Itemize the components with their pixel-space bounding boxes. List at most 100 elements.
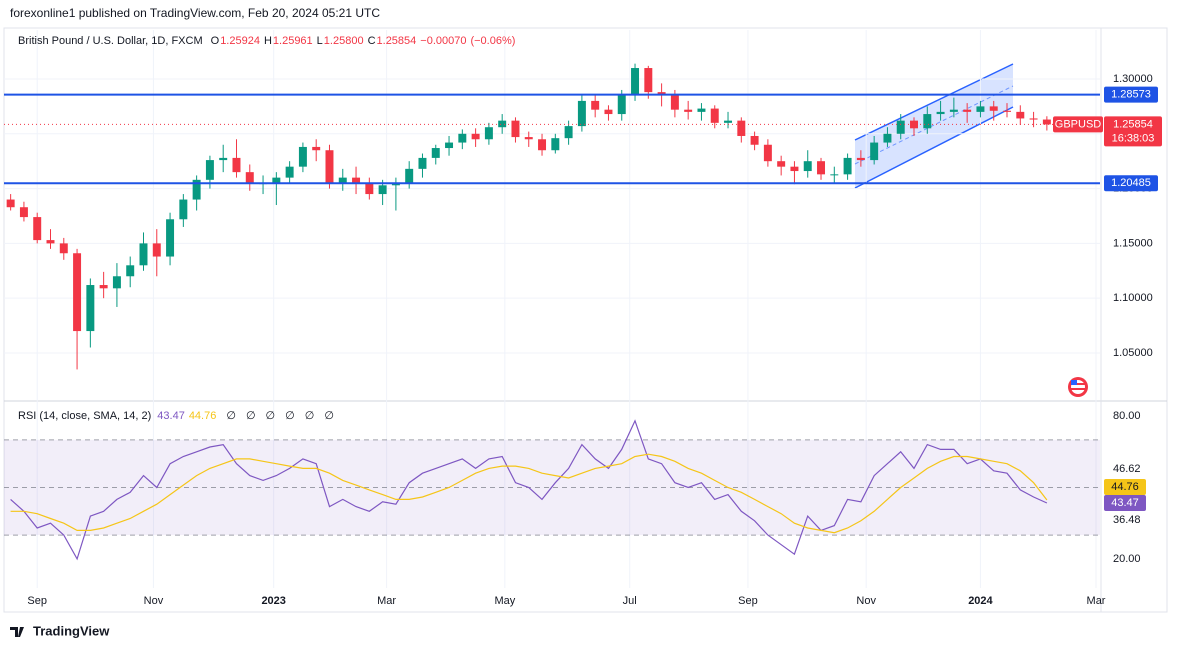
candle-body — [564, 126, 573, 139]
candle-body — [551, 138, 560, 151]
candle-body — [524, 137, 533, 140]
candle-body — [431, 148, 440, 158]
ohlc-label: H — [263, 35, 272, 47]
rsi-sma-value: 44.76 — [188, 410, 217, 422]
rsi-side-label: 36.48 — [1113, 514, 1141, 526]
candle-body — [325, 150, 334, 184]
rsi-line — [10, 419, 1048, 561]
candle-body — [697, 108, 706, 112]
rsi-line — [10, 453, 1048, 534]
x-tick-label: Nov — [144, 595, 164, 607]
ohlc-value: 1.25854 — [376, 35, 417, 47]
x-tick-label: May — [494, 595, 515, 607]
na-value: ∅ — [324, 410, 334, 422]
rsi-tag — [1104, 479, 1146, 496]
candle-body — [1016, 111, 1025, 119]
candle-body — [710, 108, 719, 123]
symbol-tag-label: GBPUSD — [1055, 118, 1102, 130]
y-tick-label: 1.05000 — [1113, 347, 1153, 359]
ohlc-label: L — [316, 35, 323, 47]
rsi-tick-label: 80.00 — [1113, 410, 1141, 422]
flag-canton — [1071, 380, 1077, 385]
na-value: ∅ — [285, 410, 295, 422]
symbol-title: British Pound / U.S. Dollar, 1D, FXCM — [18, 35, 203, 47]
candle-body — [139, 243, 148, 266]
candle-body — [378, 185, 387, 195]
candle-body — [219, 157, 228, 161]
channel — [854, 63, 1014, 189]
candle-body — [976, 106, 985, 112]
candle-body — [577, 100, 586, 127]
last-price-label: 1.25854 — [1113, 118, 1153, 130]
candle-body — [33, 217, 42, 241]
change: −0.00070 — [420, 35, 467, 47]
channel-lower — [854, 106, 1014, 189]
ohlc-value: 1.25961 — [272, 35, 313, 47]
candle-body — [86, 285, 95, 332]
candle-body — [352, 177, 361, 184]
candle-body — [790, 166, 799, 172]
candle-body — [166, 219, 175, 257]
candle-body — [46, 240, 55, 244]
candle-body — [830, 174, 839, 176]
candle-body — [272, 177, 281, 184]
candle-body — [338, 177, 347, 184]
candle-body — [471, 133, 480, 140]
price-tag — [1104, 175, 1158, 192]
candle-body — [856, 157, 865, 161]
na-value: ∅ — [265, 410, 276, 422]
na-value: ∅ — [226, 410, 236, 422]
candle-body — [684, 109, 693, 112]
candle-body — [870, 142, 879, 161]
brand: TradingView — [33, 623, 110, 638]
ohlc-label: C — [367, 35, 376, 47]
logo-mark — [10, 627, 24, 637]
candle-body — [936, 111, 945, 115]
frame — [3, 27, 1168, 613]
candle-body — [285, 166, 294, 178]
ohlc-value: 1.25800 — [323, 35, 364, 47]
na-value: ∅ — [304, 410, 315, 422]
x-tick-label: Nov — [856, 595, 876, 607]
candle-body — [1042, 119, 1051, 125]
y-tick-label: 1.15000 — [1113, 237, 1153, 249]
candle-body — [538, 139, 547, 151]
symbol-tag — [1053, 116, 1103, 133]
candle-body — [232, 157, 241, 173]
candle-body — [245, 172, 254, 184]
candle-body — [843, 157, 852, 175]
candle-body — [803, 161, 812, 172]
candle-body — [724, 120, 733, 123]
candle-body — [205, 160, 214, 180]
candle-body — [910, 120, 918, 129]
candle-body — [963, 109, 972, 112]
rsi-value: 43.47 — [157, 410, 185, 422]
rsi-title: RSI (14, close, SMA, 14, 2) — [18, 410, 152, 422]
candle-body — [989, 106, 998, 111]
rsi-tag — [1104, 495, 1146, 512]
candle-body — [445, 142, 454, 149]
price-tag — [1104, 86, 1158, 103]
published: forexonline1 published on TradingView.co… — [10, 6, 380, 20]
rsi-side-label: 46.62 — [1113, 463, 1141, 475]
candle-body — [418, 157, 427, 169]
candle-body — [112, 276, 121, 289]
candle-body — [6, 199, 15, 208]
flag-stripe — [1071, 388, 1085, 390]
candle-body — [777, 161, 786, 167]
candle-body — [591, 100, 600, 110]
ohlc-value: 1.25924 — [220, 35, 260, 47]
rsi-tag-label: 43.47 — [1111, 497, 1139, 509]
candle-body — [670, 95, 679, 110]
price-tag-label: 1.28573 — [1111, 89, 1151, 101]
candle-body — [883, 133, 892, 143]
candle-body — [19, 207, 28, 218]
symbol-legend: British Pound / U.S. Dollar, 1D, FXCM O1.… — [18, 35, 519, 47]
candle-body — [1003, 110, 1011, 112]
flag-icon — [1068, 377, 1088, 397]
candle-body — [604, 109, 613, 115]
candle-body — [179, 199, 188, 220]
candle-body — [484, 127, 493, 140]
x-tick-label: Jul — [623, 595, 637, 607]
